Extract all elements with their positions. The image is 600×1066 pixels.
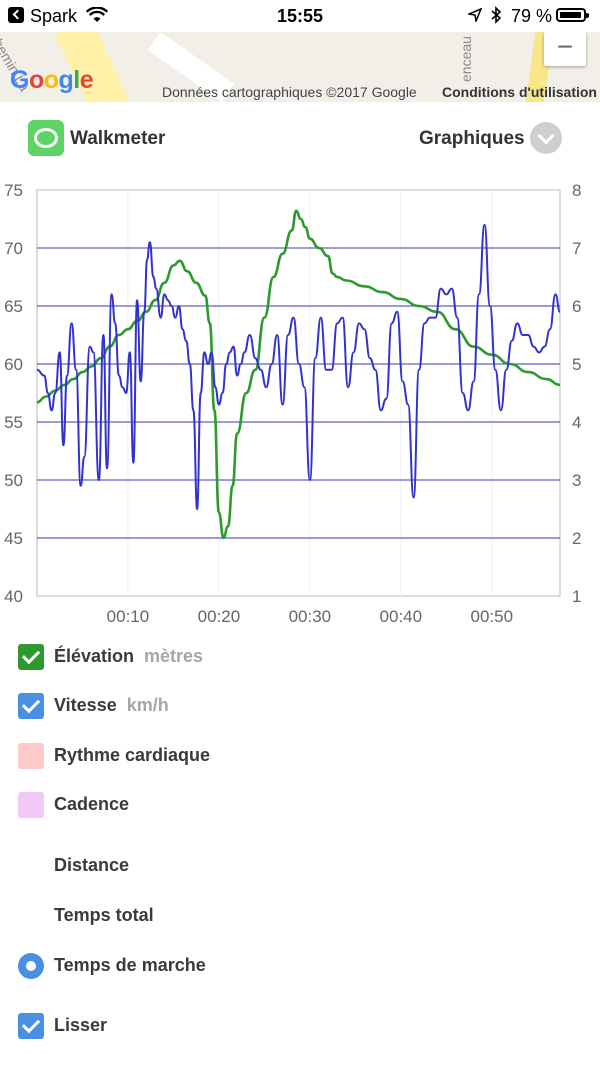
app-header: Walkmeter Graphiques [0, 116, 600, 160]
option-label: Distance [54, 855, 129, 876]
x-tick-label: 00:10 [107, 607, 150, 626]
map-view[interactable]: hemin La enceau − Google Données cartogr… [0, 32, 600, 102]
option-label: Élévation mètres [54, 646, 203, 667]
y-left-tick-label: 55 [4, 413, 23, 432]
clock: 15:55 [276, 6, 324, 26]
option-label: Cadence [54, 794, 129, 815]
y-right-tick-label: 8 [572, 181, 581, 200]
chevron-down-icon[interactable] [530, 122, 562, 154]
option-label-text: Temps de marche [54, 955, 206, 975]
y-left-tick-label: 40 [4, 587, 23, 606]
option-label-text: Cadence [54, 794, 130, 814]
checkbox-checked[interactable] [18, 644, 44, 670]
option-label: Temps total [54, 905, 154, 926]
y-left-tick-label: 50 [4, 471, 23, 490]
checkbox-unchecked[interactable] [18, 792, 44, 818]
bluetooth-icon [491, 6, 502, 24]
y-right-tick-label: 4 [572, 413, 581, 432]
option-label-text: Distance [54, 855, 130, 875]
x-tick-label: 00:50 [471, 607, 514, 626]
y-left-tick-label: 75 [4, 181, 23, 200]
option-label-text: Lisser [54, 1015, 108, 1035]
map-attribution: Données cartographiques ©2017 Google [162, 84, 417, 100]
google-logo: Google [10, 66, 94, 94]
y-right-tick-label: 6 [572, 297, 581, 316]
y-right-tick-label: 5 [572, 355, 581, 374]
y-right-tick-label: 7 [572, 239, 581, 258]
y-right-tick-label: 3 [572, 471, 581, 490]
location-arrow-icon [468, 8, 482, 22]
y-right-tick-label: 2 [572, 529, 581, 548]
battery-icon [556, 8, 589, 22]
option-label-text: Temps total [54, 905, 154, 925]
y-left-tick-label: 45 [4, 529, 23, 548]
carrier-label: Spark [30, 6, 78, 26]
x-tick-label: 00:30 [289, 607, 332, 626]
wifi-icon [86, 7, 108, 22]
zoom-out-button[interactable]: − [544, 32, 586, 66]
back-to-app-icon[interactable] [8, 7, 24, 23]
x-tick-label: 00:20 [198, 607, 241, 626]
checkbox-checked[interactable] [18, 693, 44, 719]
checkbox-unchecked[interactable] [18, 743, 44, 769]
y-right-tick-label: 1 [572, 587, 581, 606]
app-title[interactable]: Walkmeter [70, 128, 166, 149]
x-tick-label: 00:40 [380, 607, 423, 626]
option-label-text: Vitesse [54, 695, 117, 715]
option-label: Temps de marche [54, 955, 206, 976]
elevation-series-line [36, 209, 561, 540]
option-label-text: Élévation [54, 646, 135, 666]
option-label: Vitesse km/h [54, 695, 169, 716]
y-left-tick-label: 65 [4, 297, 23, 316]
speed-series-line [36, 223, 561, 510]
map-street-label: enceau [458, 36, 474, 82]
option-label: Rythme cardiaque [54, 745, 210, 766]
radio-selected[interactable] [18, 953, 44, 979]
option-label: Lisser [54, 1015, 107, 1036]
plot-area-frame [36, 189, 561, 597]
y-left-tick-label: 60 [4, 355, 23, 374]
y-left-tick-label: 70 [4, 239, 23, 258]
terms-link[interactable]: Conditions d'utilisation [442, 84, 597, 100]
option-unit: mètres [144, 646, 204, 666]
walkmeter-logo-icon[interactable] [28, 120, 64, 156]
checkbox-checked[interactable] [18, 1013, 44, 1039]
option-label-text: Rythme cardiaque [54, 745, 211, 765]
view-menu-label[interactable]: Graphiques [419, 128, 525, 149]
option-unit: km/h [126, 695, 169, 715]
battery-percent: 79 % [511, 6, 553, 26]
status-bar: Spark 15:55 79 % [0, 0, 600, 32]
